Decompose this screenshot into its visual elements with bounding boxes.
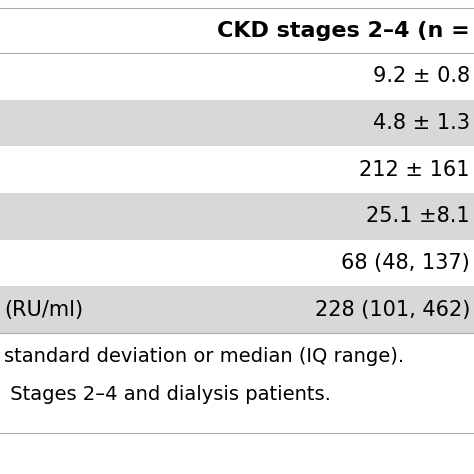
Bar [0, 193, 474, 240]
Text: 9.2 ± 0.8: 9.2 ± 0.8 [373, 66, 470, 86]
Bar [0, 100, 474, 146]
Text: Stages 2–4 and dialysis patients.: Stages 2–4 and dialysis patients. [4, 385, 331, 404]
Text: 4.8 ± 1.3: 4.8 ± 1.3 [373, 113, 470, 133]
Text: standard deviation or median (IQ range).: standard deviation or median (IQ range). [4, 347, 404, 366]
Text: 228 (101, 462): 228 (101, 462) [315, 300, 470, 319]
Text: 25.1 ±8.1: 25.1 ±8.1 [366, 206, 470, 226]
Text: (RU/ml): (RU/ml) [4, 300, 83, 319]
Text: 68 (48, 137): 68 (48, 137) [341, 253, 470, 273]
Bar [0, 286, 474, 333]
Text: 212 ± 161: 212 ± 161 [359, 160, 470, 180]
Text: CKD stages 2–4 (n =: CKD stages 2–4 (n = [217, 20, 470, 40]
